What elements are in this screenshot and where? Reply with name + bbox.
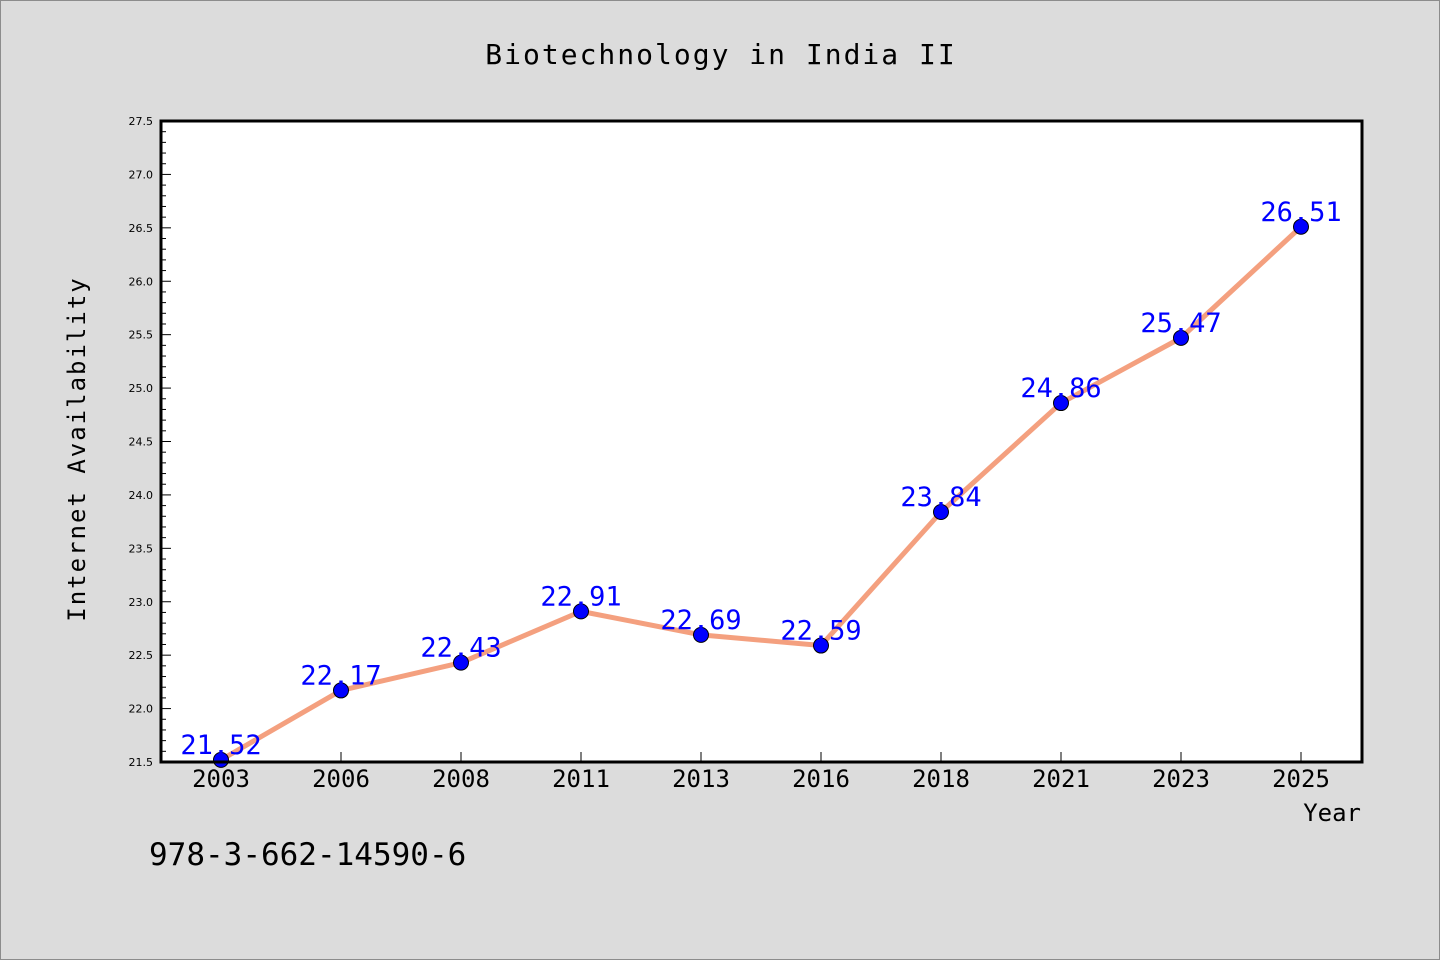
y-axis-title: Internet Availability (63, 276, 91, 621)
y-tick-label: 22.5 (129, 649, 154, 662)
data-point (453, 654, 469, 671)
x-axis-title: Year (1303, 799, 1361, 827)
x-axis: 2003 2006 2008 2011 2013 2016 2018 2021 2023 2025 (192, 752, 1330, 793)
data-point (333, 682, 349, 699)
data-point (1053, 395, 1069, 412)
y-tick-label: 25.5 (129, 329, 154, 342)
y-tick-label: 24.5 (129, 436, 154, 449)
y-tick-label: 21.5 (129, 756, 154, 769)
x-tick-label: 2021 (1032, 765, 1090, 793)
data-point (1293, 218, 1309, 235)
data-label: 22.17 (300, 660, 381, 691)
y-tick-label: 24.0 (129, 489, 154, 502)
y-tick-label: 27.5 (129, 115, 154, 128)
data-label: 24.86 (1020, 373, 1101, 404)
data-label: 22.69 (660, 605, 741, 636)
data-label: 22.43 (420, 633, 501, 664)
data-point (1173, 329, 1189, 346)
series-layer: 21.52 22.17 22.43 22.91 22.69 22.59 23.84 24.86… (180, 197, 1342, 768)
y-tick-label: 25.0 (129, 382, 154, 395)
series-line (218, 224, 1304, 763)
data-label: 22.59 (780, 616, 861, 647)
x-tick-label: 2008 (432, 765, 490, 793)
y-tick-label: 23.0 (129, 596, 154, 609)
x-tick-label: 2023 (1152, 765, 1210, 793)
data-label: 21.52 (180, 730, 261, 761)
y-tick-label: 22.0 (129, 703, 154, 716)
x-tick-label: 2006 (312, 765, 370, 793)
data-label: 25.47 (1140, 308, 1221, 339)
y-tick-label: 23.5 (129, 542, 154, 555)
data-point (693, 626, 709, 643)
x-tick-label: 2018 (912, 765, 970, 793)
plot-frame (159, 119, 1364, 764)
x-tick-label: 2013 (672, 765, 730, 793)
data-point (573, 603, 589, 620)
y-tick-label: 26.5 (129, 222, 154, 235)
plot-area (161, 121, 1362, 762)
x-tick-label: 2025 (1272, 765, 1330, 793)
data-point (213, 751, 229, 768)
x-tick-label: 2011 (552, 765, 610, 793)
y-tick-label: 27.0 (129, 168, 154, 181)
x-tick-label: 2016 (792, 765, 850, 793)
data-label: 23.84 (900, 482, 981, 513)
isbn-annotation: 978-3-662-14590-6 (149, 837, 466, 873)
data-point (813, 637, 829, 654)
y-axis: 21.5 22.0 22.5 23.0 23.5 24.0 24.5 25.0 25.5 26.0… (129, 115, 171, 769)
data-label: 22.91 (540, 581, 621, 612)
x-tick-label: 2003 (192, 765, 250, 793)
y-tick-label: 26.0 (129, 275, 154, 288)
data-label: 26.51 (1260, 197, 1341, 228)
chart-title: Biotechnology in India II (485, 38, 956, 71)
data-point (933, 504, 949, 521)
